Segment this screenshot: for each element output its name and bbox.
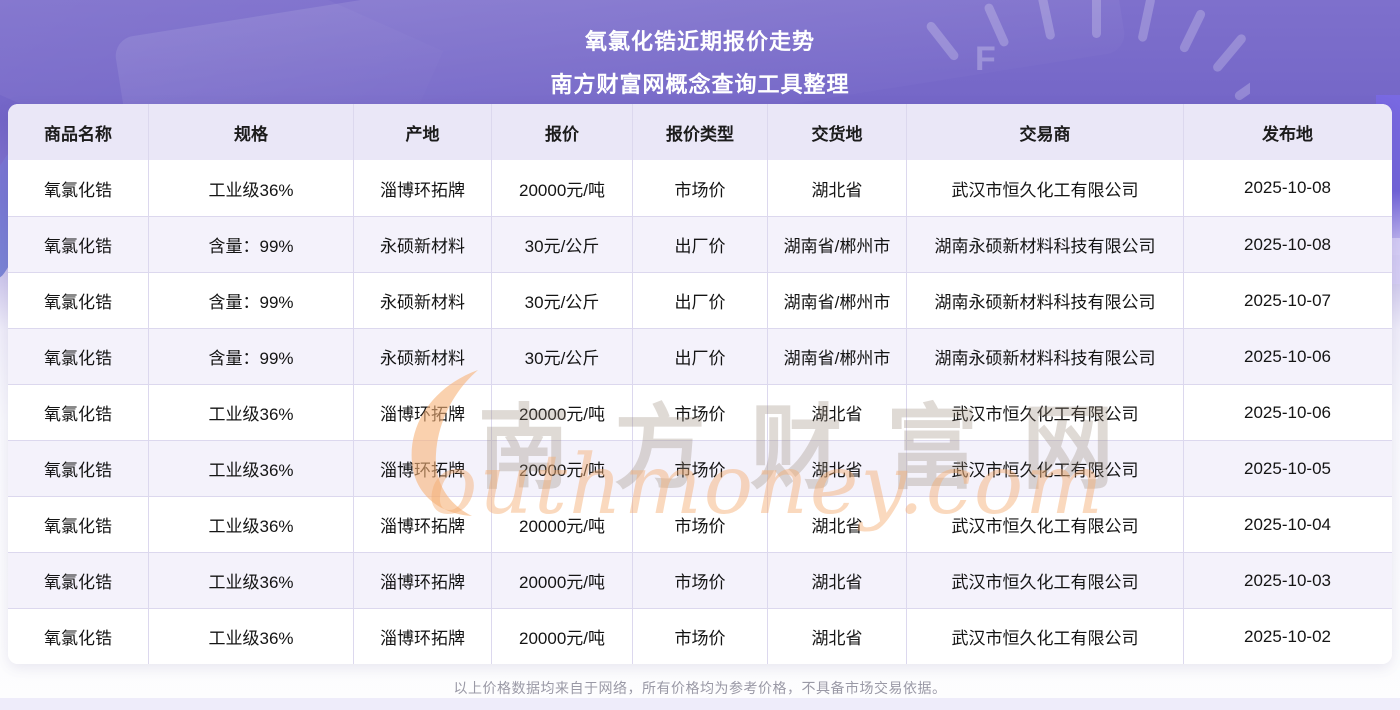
table-cell: 市场价 [632, 553, 767, 608]
table-cell: 出厂价 [632, 217, 767, 272]
column-header-7: 发布地 [1183, 104, 1391, 160]
table-cell: 淄博环拓牌 [353, 160, 491, 216]
table-cell: 市场价 [632, 441, 767, 496]
table-cell: 永硕新材料 [353, 329, 491, 384]
table-cell: 湖北省 [767, 497, 906, 552]
table-cell: 氧氯化锆 [44, 573, 112, 592]
table-cell: 氧氯化锆 [44, 349, 112, 368]
table-cell: 氧氯化锆 [44, 629, 112, 648]
table-row: 氧氯化锆 工业级36% 淄博环拓牌 20000元/吨 市场价 湖北省 武汉市恒久化工有限公司… [8, 608, 1392, 664]
column-header-6: 交易商 [906, 104, 1183, 160]
table-row: 氧氯化锆 工业级36% 淄博环拓牌 20000元/吨 市场价 湖北省 武汉市恒久化工有限公司… [8, 552, 1392, 608]
table-cell: 湖南省/郴州市 [767, 329, 906, 384]
table-cell: 湖北省 [767, 553, 906, 608]
table-cell: 2025-10-04 [1183, 497, 1391, 552]
table-cell: 湖南省/郴州市 [767, 273, 906, 328]
table-cell: 工业级36% [148, 609, 353, 664]
column-header-2: 产地 [353, 104, 491, 160]
table-cell: 30元/公斤 [491, 217, 632, 272]
table-row: 氧氯化锆 含量：99% 永硕新材料 30元/公斤 出厂价 湖南省/郴州市 湖南永硕新材料科技… [8, 272, 1392, 328]
column-header-0: 商品名称 [44, 124, 112, 144]
table-cell: 工业级36% [148, 385, 353, 440]
table-cell: 武汉市恒久化工有限公司 [906, 160, 1183, 216]
column-header-5: 交货地 [767, 104, 906, 160]
table-cell: 含量：99% [148, 273, 353, 328]
table-cell: 20000元/吨 [491, 497, 632, 552]
table-cell: 工业级36% [148, 497, 353, 552]
column-header-1: 规格 [148, 104, 353, 160]
table-row: 氧氯化锆 工业级36% 淄博环拓牌 20000元/吨 市场价 湖北省 武汉市恒久化工有限公司… [8, 160, 1392, 216]
table-cell: 武汉市恒久化工有限公司 [906, 497, 1183, 552]
table-cell: 淄博环拓牌 [353, 553, 491, 608]
table-row: 氧氯化锆 含量：99% 永硕新材料 30元/公斤 出厂价 湖南省/郴州市 湖南永硕新材料科技… [8, 216, 1392, 272]
table-cell: 20000元/吨 [491, 553, 632, 608]
column-header-3: 报价 [491, 104, 632, 160]
table-cell: 2025-10-02 [1183, 609, 1391, 664]
table-cell: 氧氯化锆 [44, 517, 112, 536]
table-cell: 湖南省/郴州市 [767, 217, 906, 272]
table-cell: 20000元/吨 [491, 160, 632, 216]
table-cell: 含量：99% [148, 217, 353, 272]
table-cell: 工业级36% [148, 160, 353, 216]
table-cell: 氧氯化锆 [44, 461, 112, 480]
table-cell: 淄博环拓牌 [353, 497, 491, 552]
table-cell: 2025-10-08 [1183, 217, 1391, 272]
table-cell: 永硕新材料 [353, 217, 491, 272]
table-row: 氧氯化锆 工业级36% 淄博环拓牌 20000元/吨 市场价 湖北省 武汉市恒久化工有限公司… [8, 384, 1392, 440]
table-cell: 30元/公斤 [491, 329, 632, 384]
table-cell: 2025-10-08 [1183, 160, 1391, 216]
table-cell: 氧氯化锆 [44, 237, 112, 256]
table-cell: 武汉市恒久化工有限公司 [906, 385, 1183, 440]
page-subtitle: 南方财富网概念查询工具整理 [550, 72, 850, 97]
table-row: 氧氯化锆 工业级36% 淄博环拓牌 20000元/吨 市场价 湖北省 武汉市恒久化工有限公司… [8, 440, 1392, 496]
table-cell: 市场价 [632, 609, 767, 664]
table-cell: 淄博环拓牌 [353, 385, 491, 440]
table-body: 氧氯化锆 工业级36% 淄博环拓牌 20000元/吨 市场价 湖北省 武汉市恒久化工有限公司… [8, 160, 1392, 664]
table-cell: 氧氯化锆 [44, 180, 112, 200]
page-header: 氧氯化锆近期报价走势 南方财富网概念查询工具整理 [0, 0, 1400, 99]
table-cell: 出厂价 [632, 273, 767, 328]
table-cell: 永硕新材料 [353, 273, 491, 328]
table-cell: 市场价 [632, 160, 767, 216]
bottom-strip [0, 698, 1400, 710]
table-cell: 市场价 [632, 385, 767, 440]
table-row: 氧氯化锆 工业级36% 淄博环拓牌 20000元/吨 市场价 湖北省 武汉市恒久化工有限公司… [8, 496, 1392, 552]
table-cell: 2025-10-05 [1183, 441, 1391, 496]
disclaimer-text: 以上价格数据均来自于网络，所有价格均为参考价格，不具备市场交易依据。 [453, 680, 947, 696]
table-cell: 湖北省 [767, 441, 906, 496]
table-cell: 武汉市恒久化工有限公司 [906, 441, 1183, 496]
table-cell: 湖南永硕新材料科技有限公司 [906, 273, 1183, 328]
table-cell: 淄博环拓牌 [353, 441, 491, 496]
table-row: 氧氯化锆 含量：99% 永硕新材料 30元/公斤 出厂价 湖南省/郴州市 湖南永硕新材料科技… [8, 328, 1392, 384]
table-cell: 湖南永硕新材料科技有限公司 [906, 217, 1183, 272]
table-cell: 氧氯化锆 [44, 405, 112, 424]
table-cell: 氧氯化锆 [44, 293, 112, 312]
table-cell: 2025-10-06 [1183, 385, 1391, 440]
table-cell: 2025-10-06 [1183, 329, 1391, 384]
table-cell: 武汉市恒久化工有限公司 [906, 553, 1183, 608]
table-cell: 工业级36% [148, 553, 353, 608]
table-cell: 淄博环拓牌 [353, 609, 491, 664]
table-cell: 出厂价 [632, 329, 767, 384]
table-cell: 工业级36% [148, 441, 353, 496]
table-header: 商品名称 规格 产地 报价 报价类型 交货地 交易商 发布地 [8, 104, 1392, 160]
table-cell: 市场价 [632, 497, 767, 552]
table-cell: 20000元/吨 [491, 441, 632, 496]
table-cell: 30元/公斤 [491, 273, 632, 328]
column-header-4: 报价类型 [632, 104, 767, 160]
table-cell: 湖南永硕新材料科技有限公司 [906, 329, 1183, 384]
table-cell: 武汉市恒久化工有限公司 [906, 609, 1183, 664]
table-cell: 2025-10-07 [1183, 273, 1391, 328]
table-cell: 湖北省 [767, 160, 906, 216]
table-cell: 2025-10-03 [1183, 553, 1391, 608]
table-cell: 湖北省 [767, 385, 906, 440]
table-cell: 湖北省 [767, 609, 906, 664]
page-title: 氧氯化锆近期报价走势 [584, 29, 815, 54]
table-cell: 含量：99% [148, 329, 353, 384]
price-table: 商品名称 规格 产地 报价 报价类型 交货地 交易商 发布地 氧氯化锆 工业级36% 淄博环拓牌 2… [8, 104, 1392, 664]
table-cell: 20000元/吨 [491, 609, 632, 664]
table-cell: 20000元/吨 [491, 385, 632, 440]
